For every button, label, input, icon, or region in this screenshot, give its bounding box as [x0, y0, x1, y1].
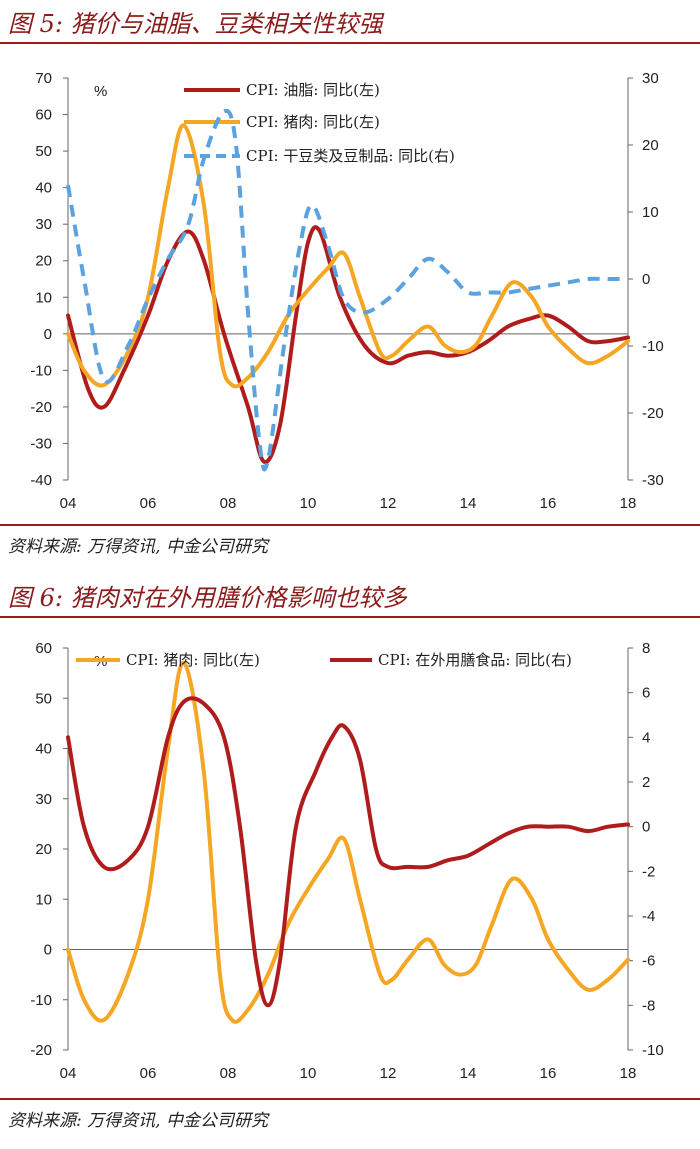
left-tick-label: 40 [35, 180, 52, 197]
left-tick-label: 50 [35, 690, 52, 707]
legend-label: CPI: 猪肉: 同比(左) [246, 113, 380, 131]
right-tick-label: -2 [642, 863, 655, 880]
figure-5-source: 资料来源: 万得资讯, 中金公司研究 [8, 537, 268, 557]
x-tick-label: 12 [380, 495, 397, 512]
legend-label: CPI: 在外用膳食品: 同比(右) [378, 651, 572, 669]
x-tick-label: 14 [460, 1065, 477, 1082]
right-tick-label: 20 [642, 137, 659, 154]
left-tick-label: 20 [35, 253, 52, 270]
left-tick-label: 0 [44, 942, 52, 959]
right-tick-label: -30 [642, 472, 664, 489]
left-tick-label: 50 [35, 143, 52, 160]
x-tick-label: 16 [540, 1065, 557, 1082]
x-tick-label: 08 [220, 495, 237, 512]
left-tick-label: 0 [44, 326, 52, 343]
right-tick-label: -20 [642, 405, 664, 422]
series-line-1 [66, 225, 630, 465]
x-tick-label: 18 [620, 495, 637, 512]
legend-label: CPI: 油脂: 同比(左) [246, 81, 380, 99]
left-tick-label: -10 [30, 992, 52, 1009]
right-tick-label: 8 [642, 640, 650, 657]
series-line-2 [66, 696, 630, 1008]
right-tick-label: -8 [642, 997, 655, 1014]
x-tick-label: 06 [140, 1065, 157, 1082]
left-tick-label: 30 [35, 216, 52, 233]
left-tick-label: 30 [35, 791, 52, 808]
x-tick-label: 14 [460, 495, 477, 512]
left-tick-label: -30 [30, 435, 52, 452]
x-tick-label: 04 [60, 495, 77, 512]
left-tick-label: -20 [30, 1042, 52, 1059]
right-tick-label: -10 [642, 1042, 664, 1059]
left-tick-label: 60 [35, 640, 52, 657]
figure-5-bottom-rule [0, 524, 700, 526]
left-tick-label: 40 [35, 741, 52, 758]
left-tick-label: 10 [35, 289, 52, 306]
figure-6-title: 图 6: 猪肉对在外用膳价格影响也较多 [8, 584, 407, 612]
x-tick-label: 12 [380, 1065, 397, 1082]
right-tick-label: -6 [642, 953, 655, 970]
right-tick-label: 10 [642, 204, 659, 221]
right-tick-label: 6 [642, 685, 650, 702]
right-tick-label: 2 [642, 774, 650, 791]
series-line-1 [66, 661, 630, 1024]
x-tick-label: 10 [300, 495, 317, 512]
left-tick-label: -40 [30, 472, 52, 489]
x-tick-label: 18 [620, 1065, 637, 1082]
figure-6-top-rule [0, 616, 700, 618]
left-tick-label: -20 [30, 399, 52, 416]
left-tick-label: 20 [35, 841, 52, 858]
left-tick-label: 10 [35, 891, 52, 908]
x-tick-label: 16 [540, 495, 557, 512]
right-tick-label: -4 [642, 908, 655, 925]
figure-6-bottom-rule [0, 1098, 700, 1100]
x-tick-label: 08 [220, 1065, 237, 1082]
figure-6-source: 资料来源: 万得资讯, 中金公司研究 [8, 1111, 268, 1131]
right-tick-label: 30 [642, 70, 659, 87]
x-tick-label: 10 [300, 1065, 317, 1082]
figure-5-chart: -40 -30 -20 -10 0 10 20 30 40 50 60 70 -30 -20 -10 0 10 2… [30, 70, 664, 512]
right-tick-label: -10 [642, 338, 664, 355]
left-tick-label: 60 [35, 107, 52, 124]
right-tick-label: 4 [642, 729, 650, 746]
x-tick-label: 06 [140, 495, 157, 512]
legend-label: CPI: 猪肉: 同比(左) [126, 651, 260, 669]
figure-5-top-rule [0, 42, 700, 44]
left-tick-label: -10 [30, 362, 52, 379]
series-line-2 [66, 123, 630, 389]
legend-label: CPI: 干豆类及豆制品: 同比(右) [246, 147, 455, 165]
right-tick-label: 0 [642, 271, 650, 288]
unit-label: % [94, 83, 107, 100]
figure-5-title: 图 5: 猪价与油脂、豆类相关性较强 [8, 10, 383, 38]
right-tick-label: 0 [642, 819, 650, 836]
series-line-3 [66, 108, 628, 472]
left-tick-label: 70 [35, 70, 52, 87]
x-tick-label: 04 [60, 1065, 77, 1082]
